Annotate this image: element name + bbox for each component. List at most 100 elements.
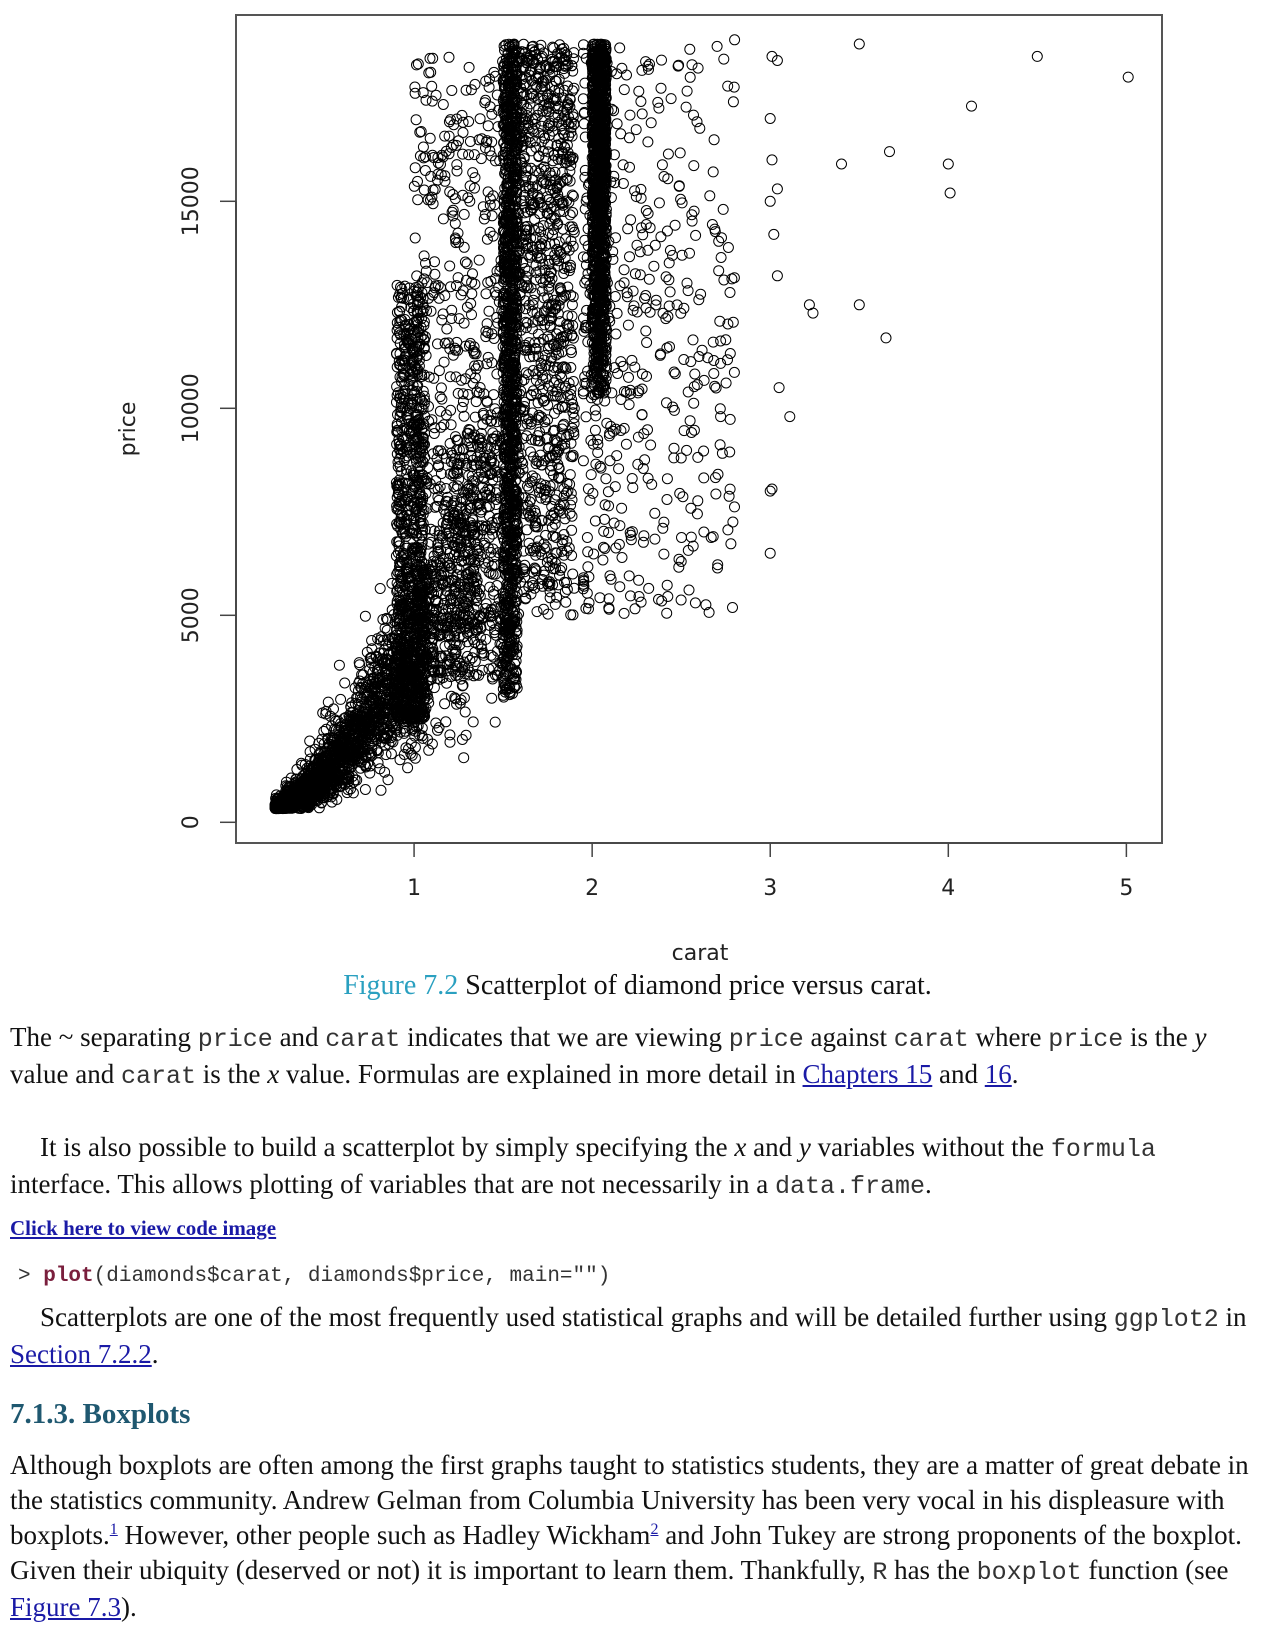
scatter-point [459, 706, 471, 718]
scatter-point [426, 95, 438, 107]
scatter-point [406, 749, 418, 761]
scatter-point [435, 421, 447, 433]
scatter-point [382, 774, 394, 786]
scatter-point [412, 194, 424, 206]
scatter-point [451, 159, 463, 171]
scatter-point [457, 127, 469, 138]
scatter-point [354, 659, 366, 671]
scatter-point [439, 130, 451, 142]
scatter-point [382, 613, 393, 625]
scatter-point [341, 787, 353, 799]
scatter-point [458, 534, 470, 546]
scatter-point [409, 162, 421, 174]
scatter-point [419, 165, 431, 176]
scatter-point [482, 277, 494, 288]
scatter-point [394, 754, 406, 766]
scatter-point [418, 250, 430, 262]
scatter-point [467, 716, 479, 728]
scatter-point [443, 51, 455, 63]
scatter-point [437, 99, 449, 110]
scatter-point [483, 305, 495, 317]
scatter-point [458, 410, 470, 422]
scatter-point [410, 114, 422, 126]
scatter-point [369, 661, 381, 673]
scatter-points [269, 38, 740, 815]
scatter-point [353, 657, 365, 669]
scatter-point [432, 724, 443, 736]
scatter-point [448, 481, 460, 493]
scatter-point [422, 733, 434, 745]
scatter-point [437, 672, 449, 684]
scatter-point [433, 292, 445, 304]
scatter-point [444, 736, 456, 748]
scatter-point [458, 208, 470, 220]
scatter-point [437, 213, 449, 225]
scatter-point [474, 113, 486, 125]
scatter-point [487, 427, 499, 439]
scatter-point [478, 539, 490, 551]
scatter-point [426, 80, 438, 92]
scatter-point [470, 396, 482, 408]
scatter-point [370, 678, 382, 690]
scatter-point [436, 314, 448, 326]
scatter-point [463, 149, 475, 161]
scatter-point [424, 132, 436, 144]
scatter-point [439, 698, 451, 710]
scatter-point [444, 729, 456, 741]
scatter-point [322, 696, 334, 708]
scatter-point [425, 536, 437, 548]
scatter-point [328, 703, 339, 715]
scatter-point [444, 186, 456, 198]
scatter-point [446, 85, 458, 96]
scatter-point [375, 784, 387, 796]
scatter-point [457, 679, 469, 691]
scatter-point [359, 610, 371, 622]
scatter-point [434, 405, 446, 417]
scatter-point [455, 534, 467, 546]
scatter-point [409, 232, 421, 244]
scatter-point [374, 583, 386, 594]
scatter-point [333, 659, 345, 671]
scatter-point [475, 639, 487, 651]
scatter-point [473, 254, 485, 266]
scatter-point [478, 473, 490, 485]
scatter-point [456, 401, 468, 413]
scatter-point [456, 734, 468, 745]
scatter-point [430, 89, 442, 101]
scatter-point [409, 752, 421, 764]
scatter-point [444, 371, 456, 383]
scatter-point [468, 554, 480, 566]
scatter-point [467, 268, 478, 280]
scatter-point [485, 409, 497, 421]
scatter-point [460, 729, 472, 741]
scatter-point [335, 693, 347, 705]
scatter-point [481, 233, 493, 245]
scatter-point [449, 637, 461, 649]
scatter-point [476, 441, 488, 452]
scatter-point [347, 776, 359, 788]
scatter-point [483, 500, 495, 512]
scatter-point [463, 61, 475, 73]
scatter-point [457, 116, 469, 128]
scatter-point [441, 677, 453, 689]
scatter-point [347, 787, 359, 799]
scatter-point [440, 523, 452, 535]
scatter-point [456, 680, 468, 692]
scatter-point [481, 318, 493, 330]
scatter-point [320, 723, 332, 735]
scatter-point [429, 256, 440, 268]
scatter-point [441, 323, 453, 335]
scatter-point [359, 784, 371, 795]
scatter-point [480, 75, 492, 87]
scatter-point [479, 467, 491, 478]
scatter-point [444, 260, 456, 272]
scatter-point [466, 309, 477, 321]
scatter-point [464, 195, 476, 207]
scatter-point [423, 744, 435, 756]
scatter-point [342, 745, 354, 757]
scatter-point [440, 537, 452, 548]
scatter-point [480, 288, 492, 300]
scatter-point [373, 695, 385, 707]
scatter-point [489, 716, 501, 728]
